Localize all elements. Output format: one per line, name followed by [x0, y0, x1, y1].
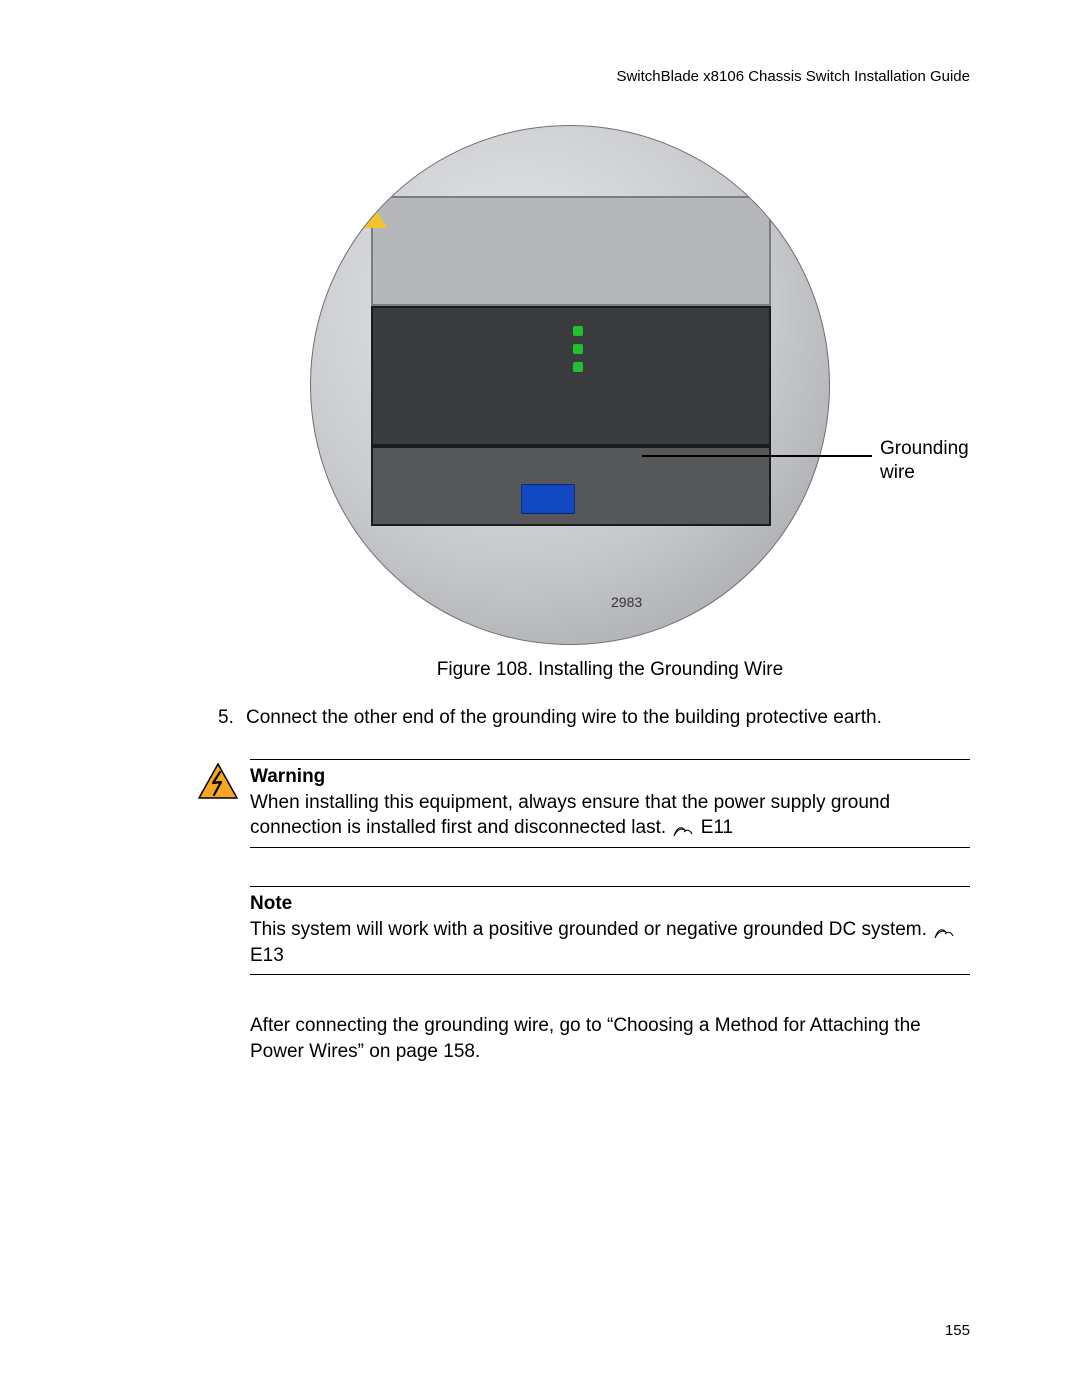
- step-5: 5. Connect the other end of the groundin…: [218, 705, 970, 731]
- note-body: This system will work with a positive gr…: [250, 917, 970, 968]
- page: SwitchBlade x8106 Chassis Switch Install…: [0, 0, 1080, 1397]
- figure-internal-number: 2983: [611, 594, 642, 610]
- callout-leader-line: [642, 455, 872, 457]
- rule-top: [250, 886, 970, 887]
- led-fault-icon: [573, 344, 583, 354]
- note-admonition: Note This system will work with a positi…: [250, 886, 970, 975]
- rule-bottom: [250, 847, 970, 848]
- note-code: E13: [250, 945, 284, 966]
- led-dc-in-icon: [573, 326, 583, 336]
- laser-label-icon: [521, 484, 575, 514]
- warning-body: When installing this equipment, always e…: [250, 790, 970, 841]
- rule-top: [250, 759, 970, 760]
- caution-triangle-icon: [351, 198, 387, 228]
- warning-heading: Warning: [250, 766, 970, 788]
- running-header: SwitchBlade x8106 Chassis Switch Install…: [110, 68, 970, 85]
- figure-caption: Figure 108. Installing the Grounding Wir…: [250, 659, 970, 681]
- hardware-top: [371, 196, 771, 306]
- step-number: 5.: [218, 705, 246, 731]
- reference-icon: [673, 821, 693, 835]
- figure-area: 2983 Groundingwire: [250, 125, 890, 645]
- hardware-mid: [371, 306, 771, 446]
- warning-code: E11: [701, 817, 733, 838]
- rule-bottom: [250, 974, 970, 975]
- note-text: This system will work with a positive gr…: [250, 919, 932, 940]
- led-dc-out-icon: [573, 362, 583, 372]
- warning-triangle-icon: [198, 763, 238, 799]
- step-text: Connect the other end of the grounding w…: [246, 705, 970, 731]
- callout-label: Groundingwire: [880, 437, 969, 485]
- reference-icon: [934, 923, 954, 937]
- after-paragraph: After connecting the grounding wire, go …: [250, 1013, 970, 1064]
- note-heading: Note: [250, 893, 970, 915]
- warning-admonition: Warning When installing this equipment, …: [250, 759, 970, 848]
- warning-text: When installing this equipment, always e…: [250, 792, 890, 839]
- figure-image-placeholder: 2983: [310, 125, 830, 645]
- page-number: 155: [945, 1322, 970, 1339]
